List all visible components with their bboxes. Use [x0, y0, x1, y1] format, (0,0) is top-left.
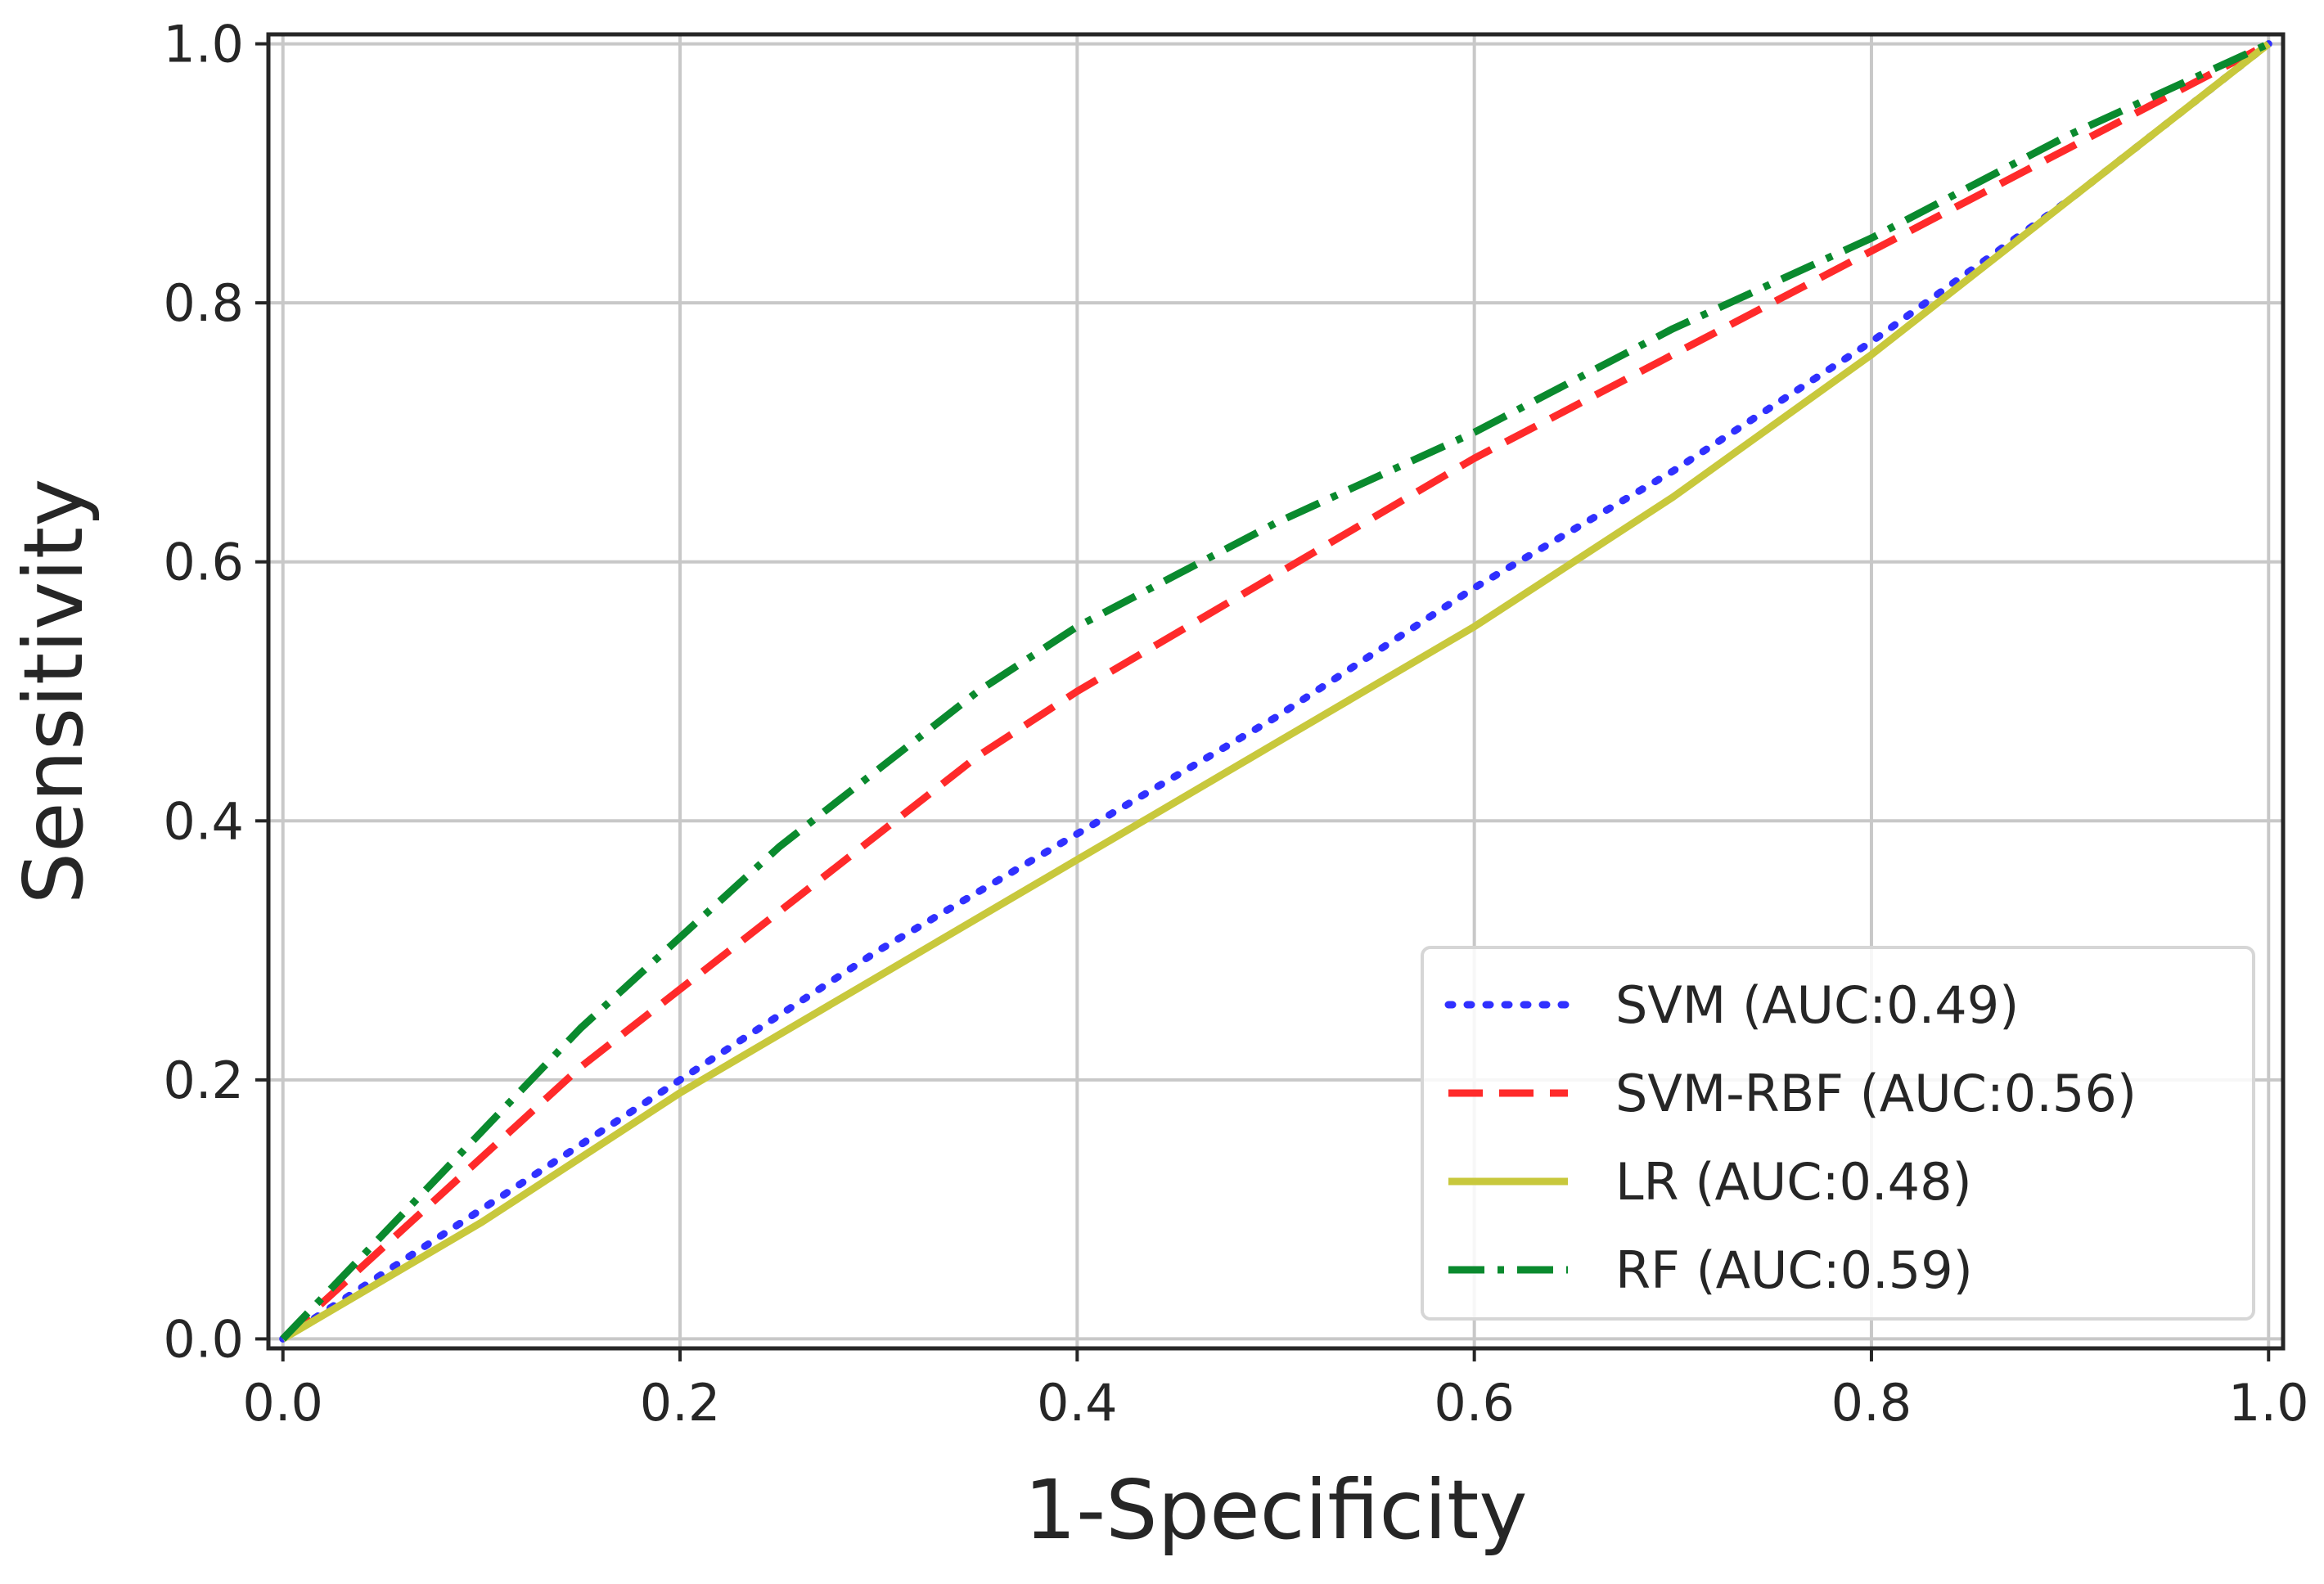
- y-axis-title: Sensitivity: [6, 479, 101, 905]
- y-tick-label: 1.0: [163, 15, 244, 74]
- grid: [268, 34, 2283, 1348]
- x-axis-title: 1-Specificity: [1024, 1462, 1527, 1558]
- series-lines: [279, 40, 2272, 1343]
- legend-label: SVM (AUC:0.49): [1615, 975, 2019, 1035]
- series-line-1: [280, 40, 2271, 1342]
- legend-label: RF (AUC:0.59): [1615, 1240, 1973, 1300]
- y-tick-label: 0.2: [163, 1051, 244, 1110]
- x-tick-label: 0.0: [242, 1373, 323, 1433]
- x-tick-label: 0.8: [1831, 1373, 1912, 1433]
- x-tick-label: 0.2: [640, 1373, 721, 1433]
- y-tick-label: 0.6: [163, 533, 244, 592]
- y-tick-label: 0.4: [163, 791, 244, 851]
- series-line-0: [279, 40, 2272, 1343]
- series-line-3: [280, 40, 2271, 1342]
- legend-label: SVM-RBF (AUC:0.56): [1615, 1064, 2137, 1123]
- y-tick-label: 0.0: [163, 1309, 244, 1369]
- legend-box: [1421, 946, 2255, 1321]
- plot-frame: [266, 32, 2286, 1351]
- x-tick-label: 0.6: [1434, 1373, 1515, 1433]
- y-tick-label: 0.8: [163, 273, 244, 333]
- x-tick-label: 1.0: [2228, 1373, 2309, 1433]
- series-line-2: [281, 41, 2272, 1343]
- axis-ticks: 0.0 0.2 0.4 0.6 0.8 1.0 0.0 0.2 0.4 0.6 0.8 1.0: [163, 15, 2308, 1433]
- legend-label: LR (AUC:0.48): [1615, 1152, 1972, 1212]
- legend: SVM (AUC:0.49) SVM-RBF (AUC:0.56) LR (AUC:…: [1421, 946, 2255, 1321]
- x-tick-label: 0.4: [1037, 1373, 1118, 1433]
